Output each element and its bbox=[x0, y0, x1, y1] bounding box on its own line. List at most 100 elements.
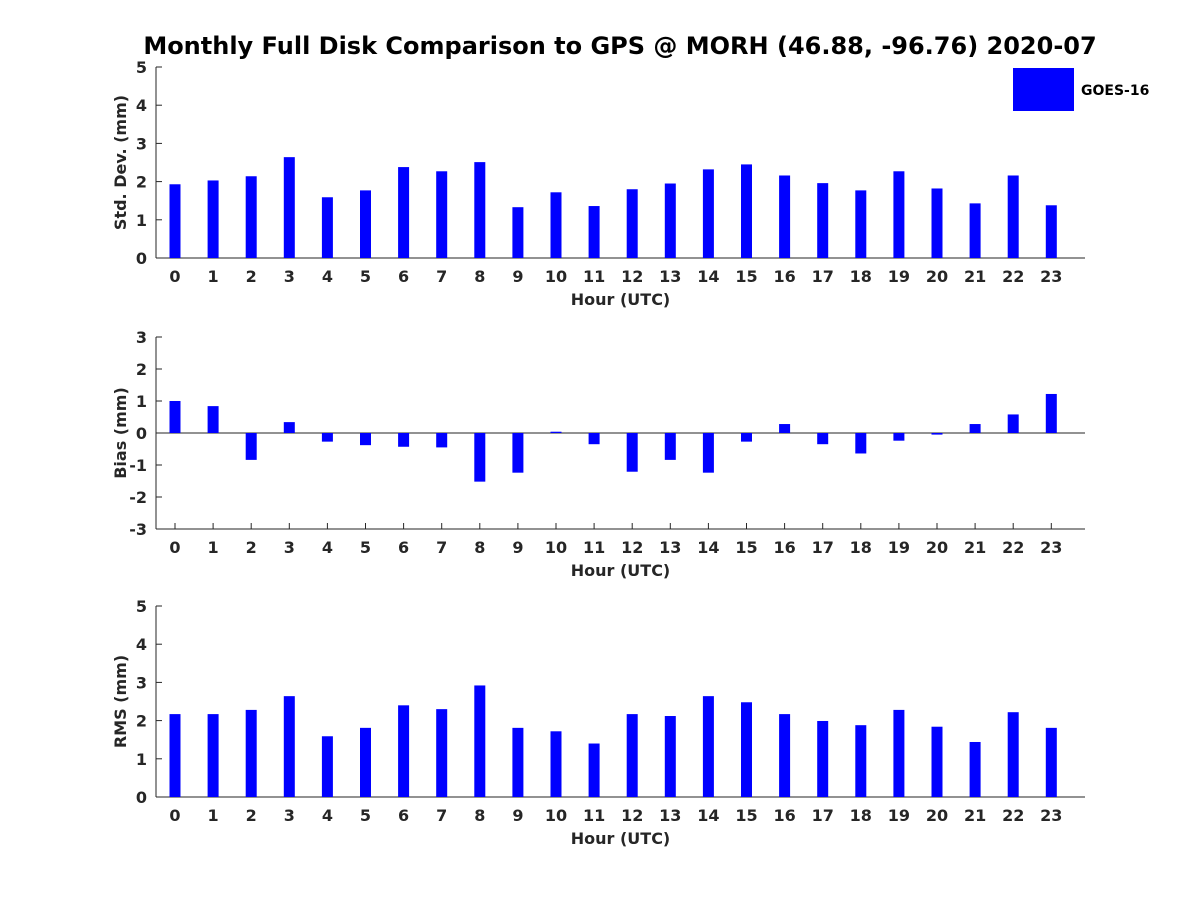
rms-bar bbox=[512, 727, 524, 797]
rms-bar bbox=[474, 685, 486, 797]
rms-x-tick-label: 2 bbox=[246, 806, 257, 825]
bias-bar bbox=[245, 433, 257, 460]
std-dev-y-tick-label: 3 bbox=[136, 134, 147, 153]
rms-bar bbox=[550, 731, 562, 797]
legend-swatch bbox=[1013, 68, 1074, 111]
bias-x-tick-label: 17 bbox=[812, 538, 834, 557]
rms-bar bbox=[931, 726, 943, 797]
rms-x-tick-label: 5 bbox=[360, 806, 371, 825]
rms-y-tick-label: 0 bbox=[136, 788, 147, 807]
rms-x-tick-label: 8 bbox=[474, 806, 485, 825]
rms-y-tick-label: 5 bbox=[136, 597, 147, 616]
rms-x-tick-label: 19 bbox=[888, 806, 910, 825]
rms-bar bbox=[169, 714, 181, 797]
std-dev-y-tick-label: 1 bbox=[136, 211, 147, 230]
std-dev-bar bbox=[855, 190, 867, 258]
bias-bar bbox=[969, 424, 981, 433]
bias-x-tick-label: 10 bbox=[545, 538, 567, 557]
bias-bar bbox=[588, 433, 600, 445]
std-dev-x-axis-label: Hour (UTC) bbox=[571, 290, 671, 309]
std-dev-bar bbox=[969, 203, 981, 258]
bias-x-tick-label: 6 bbox=[398, 538, 409, 557]
rms-x-tick-label: 14 bbox=[697, 806, 719, 825]
bias-bar bbox=[702, 433, 714, 473]
std-dev-bar bbox=[436, 171, 448, 258]
std-dev-x-tick-label: 22 bbox=[1002, 267, 1024, 286]
std-dev-x-tick-label: 19 bbox=[888, 267, 910, 286]
std-dev-bar bbox=[1007, 175, 1019, 258]
rms-x-tick-label: 4 bbox=[322, 806, 333, 825]
bias-x-tick-label: 12 bbox=[621, 538, 643, 557]
rms-bar bbox=[1045, 727, 1057, 797]
rms-y-tick-label: 3 bbox=[136, 673, 147, 692]
rms-x-tick-label: 3 bbox=[284, 806, 295, 825]
std-dev-x-tick-label: 8 bbox=[474, 267, 485, 286]
std-dev-bar bbox=[893, 171, 905, 258]
bias-x-tick-label: 2 bbox=[246, 538, 257, 557]
std-dev-bar bbox=[1045, 205, 1057, 258]
bias-x-tick-label: 13 bbox=[659, 538, 681, 557]
std-dev-x-tick-label: 13 bbox=[659, 267, 681, 286]
bias-bar bbox=[436, 433, 448, 448]
rms-x-tick-label: 23 bbox=[1040, 806, 1062, 825]
std-dev-bar bbox=[512, 207, 524, 258]
bias-bar bbox=[817, 433, 829, 445]
bias-x-tick-label: 1 bbox=[208, 538, 219, 557]
bias-bar bbox=[474, 433, 486, 482]
rms-bar bbox=[245, 709, 257, 797]
rms-bar bbox=[588, 743, 600, 797]
std-dev-x-tick-label: 10 bbox=[545, 267, 567, 286]
rms-x-tick-label: 10 bbox=[545, 806, 567, 825]
rms-x-tick-label: 0 bbox=[169, 806, 180, 825]
std-dev-bar bbox=[817, 183, 829, 258]
rms-x-tick-label: 21 bbox=[964, 806, 986, 825]
bias-bar bbox=[626, 433, 638, 472]
bias-y-tick-label: 3 bbox=[136, 328, 147, 347]
std-dev-x-tick-label: 21 bbox=[964, 267, 986, 286]
std-dev-bar bbox=[169, 184, 181, 258]
bias-bar bbox=[1045, 393, 1057, 433]
bias-y-axis-label: Bias (mm) bbox=[111, 387, 130, 479]
rms-bar bbox=[969, 741, 981, 797]
std-dev-bar bbox=[398, 167, 410, 258]
rms-x-tick-label: 13 bbox=[659, 806, 681, 825]
bias-x-tick-label: 16 bbox=[773, 538, 795, 557]
std-dev-bar bbox=[664, 183, 676, 258]
bias-x-tick-label: 5 bbox=[360, 538, 371, 557]
rms-x-tick-label: 20 bbox=[926, 806, 948, 825]
std-dev-bar bbox=[207, 180, 219, 258]
rms-bar bbox=[207, 714, 219, 797]
std-dev-bar bbox=[588, 206, 600, 258]
rms-bar bbox=[702, 696, 714, 797]
std-dev-x-tick-label: 15 bbox=[735, 267, 757, 286]
rms-x-tick-label: 12 bbox=[621, 806, 643, 825]
std-dev-bar bbox=[321, 197, 333, 258]
bias-y-tick-label: 2 bbox=[136, 360, 147, 379]
std-dev-y-tick-label: 0 bbox=[136, 249, 147, 268]
std-dev-x-tick-label: 20 bbox=[926, 267, 948, 286]
rms-bar bbox=[283, 696, 295, 797]
rms-bar bbox=[321, 736, 333, 797]
bias-bar bbox=[321, 433, 333, 442]
std-dev-x-tick-label: 7 bbox=[436, 267, 447, 286]
std-dev-bar bbox=[283, 157, 295, 258]
std-dev-x-tick-label: 3 bbox=[284, 267, 295, 286]
bias-bar bbox=[931, 433, 943, 435]
rms-y-tick-label: 4 bbox=[136, 635, 147, 654]
std-dev-y-tick-label: 4 bbox=[136, 96, 147, 115]
bias-x-tick-label: 23 bbox=[1040, 538, 1062, 557]
rms-bar bbox=[741, 702, 752, 797]
std-dev-bar bbox=[626, 189, 638, 258]
rms-bar bbox=[664, 716, 676, 797]
std-dev-x-tick-label: 4 bbox=[322, 267, 333, 286]
std-dev-x-tick-label: 16 bbox=[773, 267, 795, 286]
bias-x-tick-label: 11 bbox=[583, 538, 605, 557]
bias-bar bbox=[360, 433, 371, 446]
std-dev-x-tick-label: 6 bbox=[398, 267, 409, 286]
std-dev-x-tick-label: 17 bbox=[812, 267, 834, 286]
std-dev-bar bbox=[741, 164, 752, 258]
bias-bar bbox=[283, 422, 295, 433]
